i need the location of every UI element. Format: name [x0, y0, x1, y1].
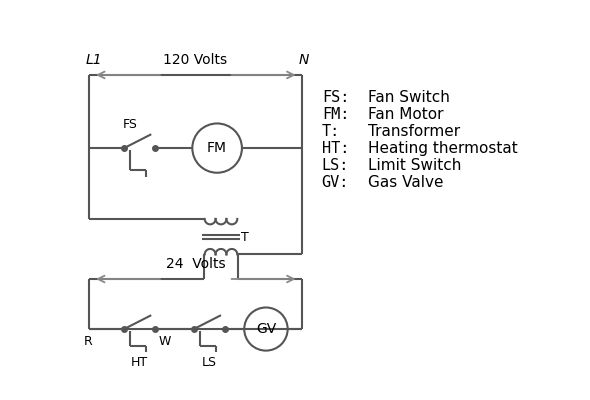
Text: Fan Switch: Fan Switch — [368, 90, 450, 105]
Text: Fan Motor: Fan Motor — [368, 107, 444, 122]
Text: FS: FS — [123, 118, 137, 131]
Text: LS:: LS: — [322, 158, 349, 173]
Text: Gas Valve: Gas Valve — [368, 175, 444, 190]
Text: GV:: GV: — [322, 175, 349, 190]
Text: W: W — [158, 335, 171, 348]
Text: FM:: FM: — [322, 107, 349, 122]
Text: T: T — [241, 230, 249, 244]
Text: FM: FM — [207, 141, 227, 155]
Text: 24  Volts: 24 Volts — [166, 257, 225, 271]
Text: Limit Switch: Limit Switch — [368, 158, 461, 173]
Text: T:: T: — [322, 124, 340, 139]
Text: 120 Volts: 120 Volts — [163, 53, 228, 67]
Text: LS: LS — [202, 356, 217, 369]
Text: HT: HT — [131, 356, 148, 369]
Text: R: R — [83, 335, 92, 348]
Text: L1: L1 — [86, 53, 102, 67]
Text: FS:: FS: — [322, 90, 349, 105]
Text: Heating thermostat: Heating thermostat — [368, 141, 518, 156]
Text: N: N — [299, 53, 309, 67]
Text: Transformer: Transformer — [368, 124, 460, 139]
Text: HT:: HT: — [322, 141, 349, 156]
Text: GV: GV — [256, 322, 276, 336]
